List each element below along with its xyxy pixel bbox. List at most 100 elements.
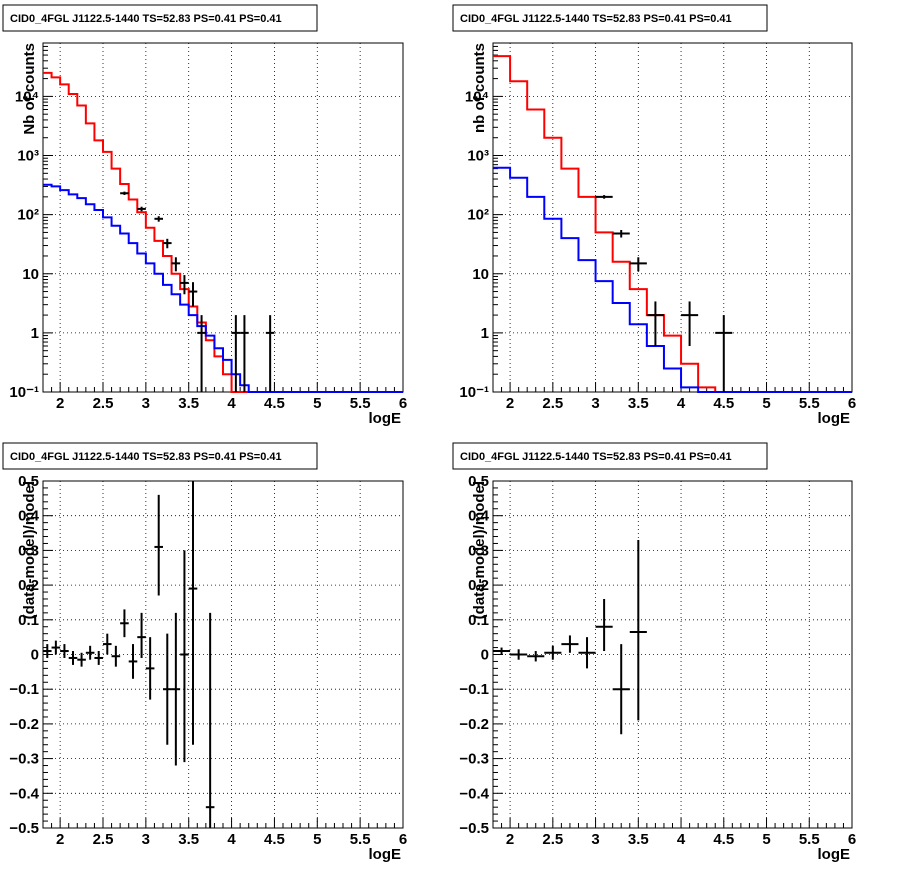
- data-point: [60, 644, 69, 658]
- data-point: [578, 637, 596, 669]
- data-point: [646, 301, 664, 346]
- title-box: [2, 442, 318, 470]
- plot-frame: [492, 480, 853, 829]
- chart-panel-1: 2 2.5 3 3.5 4 4.5 5 5.5 6 10⁻¹ 1 10 10² 10³ 10⁴ logE Nb …: [2, 4, 407, 427]
- data-point: [163, 633, 172, 745]
- y-tick-label: 0.5: [468, 473, 489, 490]
- data-point: [154, 494, 163, 596]
- histogram-series-2: [493, 166, 852, 393]
- y-tick-label: −0.2: [9, 716, 39, 733]
- x-tick-label: 3: [142, 831, 150, 848]
- x-axis-label: logE: [369, 846, 402, 863]
- x-tick-label: 4: [227, 395, 236, 412]
- x-tick-label: 2: [506, 831, 514, 848]
- y-tick-label: 10³: [467, 148, 489, 165]
- y-tick-label: 10²: [17, 207, 39, 224]
- title-box: [452, 442, 768, 470]
- y-tick-label: −0.1: [459, 681, 489, 698]
- y-tick-label: 0: [481, 647, 489, 664]
- y-tick-label: 10³: [17, 148, 39, 165]
- x-axis-label: logE: [818, 410, 851, 427]
- chart-panel-2: 2 2.5 3 3.5 4 4.5 5 5.5 6 10⁻¹ 1 10 10² 10³ 10⁴ logE nb …: [452, 4, 856, 427]
- y-tick-label: 10: [22, 266, 39, 283]
- chart-title: CID0_4FGL J1122.5-1440 TS=52.83 PS=0.41 …: [10, 13, 282, 25]
- y-axis-label: (data-model)/model: [471, 481, 488, 619]
- data-point: [510, 649, 528, 660]
- x-tick-label: 4.5: [713, 831, 734, 848]
- data-point: [612, 229, 630, 238]
- histogram-series-2: [43, 183, 403, 393]
- data-point: [137, 206, 146, 212]
- y-tick-label: −0.3: [459, 751, 489, 768]
- data-point: [171, 257, 181, 272]
- x-tick-label: 3.5: [178, 831, 199, 848]
- x-tick-label: 3.5: [628, 395, 649, 412]
- data-point: [171, 612, 181, 766]
- plot-frame: [492, 42, 853, 393]
- y-tick-label: −0.3: [9, 751, 39, 768]
- x-tick-label: 6: [848, 831, 856, 848]
- y-tick-label: 10⁻¹: [459, 384, 489, 401]
- x-tick-label: 5: [762, 395, 770, 412]
- y-tick-label: 0.4: [18, 508, 40, 525]
- x-tick-label: 6: [399, 395, 407, 412]
- y-tick-label: −0.4: [459, 785, 489, 802]
- x-tick-label: 6: [399, 831, 407, 848]
- x-tick-label: 5: [313, 831, 321, 848]
- x-tick-label: 2: [56, 831, 64, 848]
- y-tick-label: 0.1: [468, 612, 489, 629]
- y-tick-label: 0.4: [468, 508, 490, 525]
- data-point: [205, 612, 215, 828]
- data-point: [561, 635, 579, 653]
- y-tick-label: 10⁴: [465, 88, 489, 105]
- chart-title: CID0_4FGL J1122.5-1440 TS=52.83 PS=0.41 …: [460, 13, 732, 25]
- x-tick-label: 3: [142, 395, 150, 412]
- data-point: [145, 637, 155, 700]
- y-tick-label: 0.5: [18, 473, 39, 490]
- y-tick-label: 1: [481, 325, 489, 342]
- data-point: [715, 315, 733, 392]
- x-tick-label: 2.5: [93, 395, 114, 412]
- y-tick-label: 0: [31, 647, 39, 664]
- data-point: [180, 275, 189, 295]
- y-tick-label: 10⁴: [15, 88, 39, 105]
- x-tick-label: 3: [591, 831, 599, 848]
- chart-title: CID0_4FGL J1122.5-1440 TS=52.83 PS=0.41 …: [10, 451, 282, 463]
- data-point: [629, 257, 647, 272]
- data-point: [231, 315, 241, 392]
- y-tick-label: 10⁻¹: [9, 384, 39, 401]
- data-point: [103, 633, 112, 655]
- y-tick-label: 0.2: [468, 577, 489, 594]
- x-tick-label: 4: [677, 395, 686, 412]
- x-tick-label: 5.5: [350, 831, 371, 848]
- y-tick-label: −0.5: [459, 820, 489, 837]
- x-tick-label: 5.5: [799, 831, 820, 848]
- y-tick-label: 0.1: [18, 612, 39, 629]
- x-tick-label: 5.5: [799, 395, 820, 412]
- data-point: [197, 315, 206, 392]
- x-tick-label: 4.5: [713, 395, 734, 412]
- chart-title: CID0_4FGL J1122.5-1440 TS=52.83 PS=0.41 …: [460, 451, 732, 463]
- data-point: [629, 539, 647, 721]
- data-point: [163, 238, 172, 249]
- x-tick-label: 2.5: [93, 831, 114, 848]
- x-tick-label: 3.5: [628, 831, 649, 848]
- y-axis-label: (data-model)/model: [21, 481, 38, 619]
- data-point: [137, 612, 146, 658]
- x-tick-label: 5: [762, 831, 770, 848]
- x-tick-label: 3: [591, 395, 599, 412]
- x-tick-label: 2.5: [542, 831, 563, 848]
- y-tick-label: 10²: [467, 207, 489, 224]
- chart-panel-3: 2 2.5 3 3.5 4 4.5 5 5.5 6 −0.5 −0.4 −0.3 −0.2 −0.1 0 0.…: [2, 442, 407, 863]
- histogram-series-1: [43, 71, 403, 393]
- data-point: [51, 640, 61, 655]
- x-tick-label: 4.5: [264, 395, 285, 412]
- y-tick-label: −0.4: [9, 785, 39, 802]
- y-tick-label: 0.2: [18, 577, 39, 594]
- data-point: [85, 645, 95, 660]
- y-tick-label: 1: [31, 325, 39, 342]
- data-point: [544, 645, 562, 660]
- chart-panel-4: 2 2.5 3 3.5 4 4.5 5 5.5 6 −0.5 −0.4 −0.3 −0.2 −0.1 0 0.…: [452, 442, 856, 863]
- y-tick-label: 0.3: [18, 542, 39, 559]
